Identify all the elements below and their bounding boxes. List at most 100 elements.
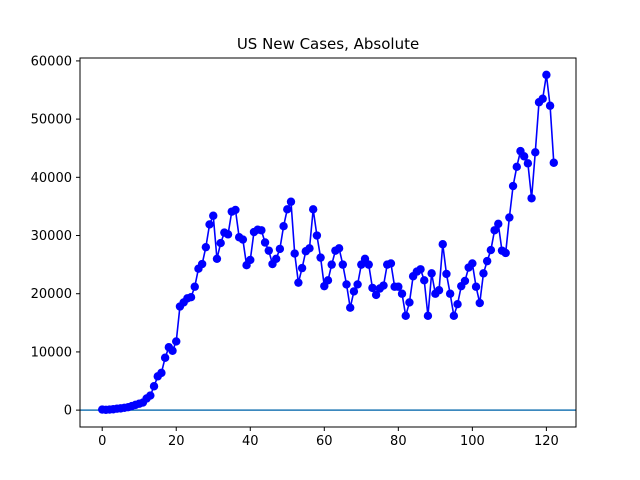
- data-point: [549, 158, 558, 167]
- data-point: [438, 240, 447, 249]
- data-point: [401, 311, 410, 321]
- data-point: [216, 238, 225, 248]
- y-tick-label: 50000: [31, 113, 72, 128]
- data-point: [290, 249, 299, 258]
- data-point: [238, 235, 248, 244]
- data-point: [471, 282, 481, 291]
- data-point: [275, 244, 285, 254]
- data-point: [494, 219, 503, 229]
- data-point: [186, 293, 196, 302]
- data-point: [172, 337, 181, 346]
- y-tick-label: 40000: [31, 171, 72, 186]
- y-axis: 0 10000 20000 30000 40000 50000 60000: [31, 54, 80, 419]
- x-axis: 0 20 40 60 80 100 120: [98, 427, 559, 449]
- y-tick-label: 20000: [31, 287, 72, 302]
- data-point: [312, 231, 322, 240]
- chart-title: US New Cases, Absolute: [237, 35, 419, 53]
- data-point: [368, 283, 377, 293]
- data-point: [427, 269, 436, 278]
- data-point: [223, 230, 233, 239]
- data-point: [257, 226, 266, 235]
- y-tick-label: 30000: [31, 229, 72, 244]
- x-tick-label: 60: [316, 434, 333, 449]
- data-point: [308, 205, 318, 214]
- data-point: [327, 260, 336, 269]
- data-point: [486, 245, 496, 255]
- data-point: [449, 311, 459, 321]
- data-point: [323, 276, 333, 285]
- data-point: [519, 152, 529, 161]
- data-point: [264, 246, 273, 255]
- data-point: [468, 259, 477, 268]
- data-point: [190, 282, 199, 291]
- data-point: [271, 254, 281, 263]
- data-point: [423, 311, 433, 321]
- data-point: [460, 276, 470, 286]
- data-point: [316, 253, 325, 262]
- data-point: [527, 194, 536, 203]
- x-tick-label: 120: [534, 434, 559, 449]
- data-point: [149, 382, 159, 391]
- data-point: [508, 181, 518, 191]
- data-point: [146, 391, 155, 400]
- data-point: [445, 289, 455, 298]
- y-tick-label: 60000: [31, 54, 72, 69]
- data-point: [545, 101, 555, 110]
- plot-area: [80, 70, 576, 415]
- data-point: [512, 162, 521, 172]
- data-point: [338, 260, 348, 269]
- data-point: [231, 205, 240, 215]
- data-point: [442, 269, 451, 279]
- data-point: [260, 238, 270, 247]
- data-point: [453, 299, 462, 309]
- data-point: [538, 94, 547, 103]
- data-point: [305, 244, 314, 253]
- data-point: [205, 220, 214, 229]
- data-point: [209, 211, 218, 220]
- data-point: [297, 263, 307, 273]
- data-point: [246, 255, 255, 265]
- data-point: [420, 276, 429, 285]
- data-point: [346, 303, 355, 312]
- data-point: [212, 254, 222, 263]
- data-point: [505, 213, 514, 222]
- data-point: [416, 265, 425, 274]
- x-tick-label: 40: [242, 434, 259, 449]
- x-tick-label: 20: [168, 434, 185, 449]
- data-point: [523, 159, 533, 168]
- data-point: [160, 353, 170, 362]
- data-point: [279, 222, 288, 231]
- data-point: [286, 197, 296, 206]
- x-tick-label: 100: [460, 434, 485, 449]
- data-point: [349, 287, 359, 296]
- data-point: [157, 368, 166, 378]
- data-point: [386, 259, 396, 268]
- x-tick-label: 80: [390, 434, 407, 449]
- data-point: [168, 346, 177, 355]
- data-point: [542, 70, 551, 80]
- data-point: [201, 242, 211, 252]
- data-point: [475, 298, 484, 308]
- data-point: [397, 289, 407, 298]
- x-tick-label: 0: [98, 434, 106, 449]
- data-point: [379, 281, 388, 290]
- data-point: [364, 260, 373, 269]
- data-point: [334, 244, 344, 253]
- data-point: [490, 226, 499, 235]
- data-point: [482, 256, 492, 266]
- y-tick-label: 10000: [31, 345, 72, 360]
- data-point: [394, 282, 403, 291]
- y-tick-label: 0: [64, 404, 72, 419]
- data-point: [353, 280, 362, 289]
- data-point: [294, 278, 303, 287]
- data-point: [342, 280, 351, 289]
- data-point: [283, 205, 292, 214]
- axes-frame: [79, 57, 577, 428]
- data-point: [371, 290, 381, 300]
- data-point: [479, 269, 488, 278]
- data-point: [197, 259, 207, 269]
- data-point: [501, 248, 510, 258]
- data-point: [531, 148, 540, 157]
